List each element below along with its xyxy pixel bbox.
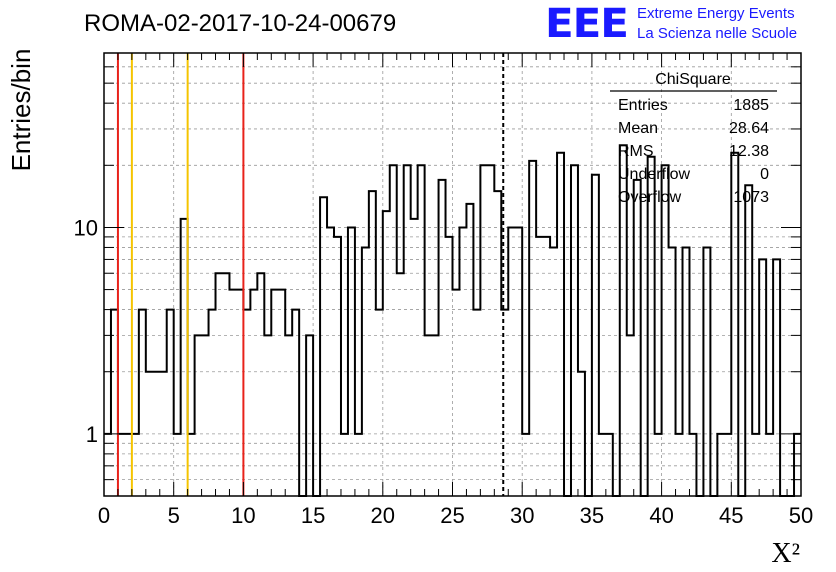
- histogram-bin: [397, 273, 404, 496]
- histogram-bin: [209, 310, 216, 496]
- logo-line-1: Extreme Energy Events: [637, 5, 795, 22]
- histogram-bin: [139, 310, 146, 496]
- x-tick-label: 5: [168, 503, 180, 528]
- histogram-series: [104, 144, 801, 497]
- histogram-bin: [271, 290, 278, 496]
- stats-entries-label: Entries: [618, 97, 668, 114]
- axes: 0 5 10 15 20 25 30 35 40 45 50 1 10: [74, 53, 813, 528]
- histogram-bin: [432, 335, 439, 496]
- stats-rms-label: RMS: [618, 143, 654, 160]
- histogram-bin: [536, 237, 543, 496]
- histogram-bin: [557, 153, 564, 496]
- histogram-bin: [111, 310, 118, 496]
- x-tick-label: 25: [440, 503, 464, 528]
- histogram-bin: [222, 273, 229, 496]
- stats-overflow-value: 1073: [733, 189, 769, 206]
- histogram-bin: [306, 335, 313, 496]
- histogram-bin: [473, 310, 480, 496]
- histogram-bin: [292, 310, 299, 496]
- stats-mean-label: Mean: [618, 120, 658, 137]
- histogram-bin: [278, 290, 285, 496]
- histogram-bin: [202, 335, 209, 496]
- marker-lines: [116, 53, 505, 496]
- histogram-bin: [285, 335, 292, 496]
- stats-title: ChiSquare: [655, 71, 731, 88]
- histogram-bin: [264, 335, 271, 496]
- histogram-bin: [759, 259, 766, 496]
- histogram-bin: [773, 259, 780, 496]
- histogram-bin: [418, 165, 425, 496]
- histogram-bin: [348, 227, 355, 496]
- x-tick-label: 45: [719, 503, 743, 528]
- histogram-bin: [404, 165, 411, 496]
- histogram-bin: [376, 310, 383, 496]
- stats-underflow-value: 0: [760, 166, 769, 183]
- eee-logo: EEE Extreme Energy Events La Scienza nel…: [545, 2, 835, 46]
- y-tick-label: 10: [74, 215, 98, 240]
- histogram-bin: [334, 237, 341, 496]
- histogram-bin: [320, 197, 327, 496]
- histogram-bin: [243, 310, 250, 496]
- stats-underflow-label: Underflow: [618, 166, 690, 183]
- histogram-bin: [662, 165, 669, 496]
- histogram-bin: [257, 273, 264, 496]
- stats-entries-value: 1885: [733, 97, 769, 114]
- histogram-bin: [515, 227, 522, 496]
- histogram-bin: [327, 227, 334, 496]
- histogram-bin: [229, 290, 236, 496]
- histogram-bin: [745, 185, 752, 496]
- chart-title: ROMA-02-2017-10-24-00679: [84, 10, 397, 37]
- histogram-bin: [543, 237, 550, 496]
- histogram-bin: [529, 161, 536, 496]
- histogram-bin: [446, 237, 453, 496]
- x-axis-label: X²: [771, 538, 800, 569]
- stats-rms-value: 12.38: [729, 143, 769, 160]
- stats-overflow-label: Overflow: [618, 189, 682, 206]
- x-tick-label: 30: [510, 503, 534, 528]
- stats-box: ChiSquare Entries 1885 Mean 28.64 RMS 12…: [610, 71, 777, 206]
- histogram-outline: [104, 144, 801, 497]
- y-axis-label: Entries/bin: [6, 49, 36, 172]
- histogram-bin: [508, 227, 515, 496]
- x-tick-label: 40: [649, 503, 673, 528]
- x-tick-label: 0: [98, 503, 110, 528]
- x-tick-label: 50: [789, 503, 813, 528]
- histogram-bin: [480, 165, 487, 496]
- stats-mean-value: 28.64: [729, 120, 769, 137]
- histogram-bin: [250, 290, 257, 496]
- grid-lines: [104, 53, 801, 496]
- histogram-bin: [236, 290, 243, 496]
- x-tick-label: 20: [371, 503, 395, 528]
- histogram-bin: [459, 227, 466, 496]
- histogram-bin: [195, 335, 202, 496]
- histogram-bin: [571, 165, 578, 496]
- histogram-bin: [453, 290, 460, 496]
- logo-mark: EEE: [545, 1, 629, 47]
- histogram-bin: [181, 219, 188, 496]
- x-tick-label: 15: [301, 503, 325, 528]
- histogram-bin: [216, 273, 223, 496]
- x-tick-label: 10: [231, 503, 255, 528]
- histogram-bin: [383, 211, 390, 496]
- logo-line-2: La Scienza nelle Scuole: [637, 25, 798, 42]
- y-tick-label: 1: [86, 422, 98, 447]
- histogram-bin: [627, 335, 634, 496]
- histogram-bin: [487, 165, 494, 496]
- histogram-bin: [648, 157, 655, 496]
- histogram-bin: [167, 310, 174, 496]
- histogram-bin: [425, 335, 432, 496]
- histogram-bin: [411, 219, 418, 496]
- x-tick-label: 35: [580, 503, 604, 528]
- histogram-bin: [390, 165, 397, 496]
